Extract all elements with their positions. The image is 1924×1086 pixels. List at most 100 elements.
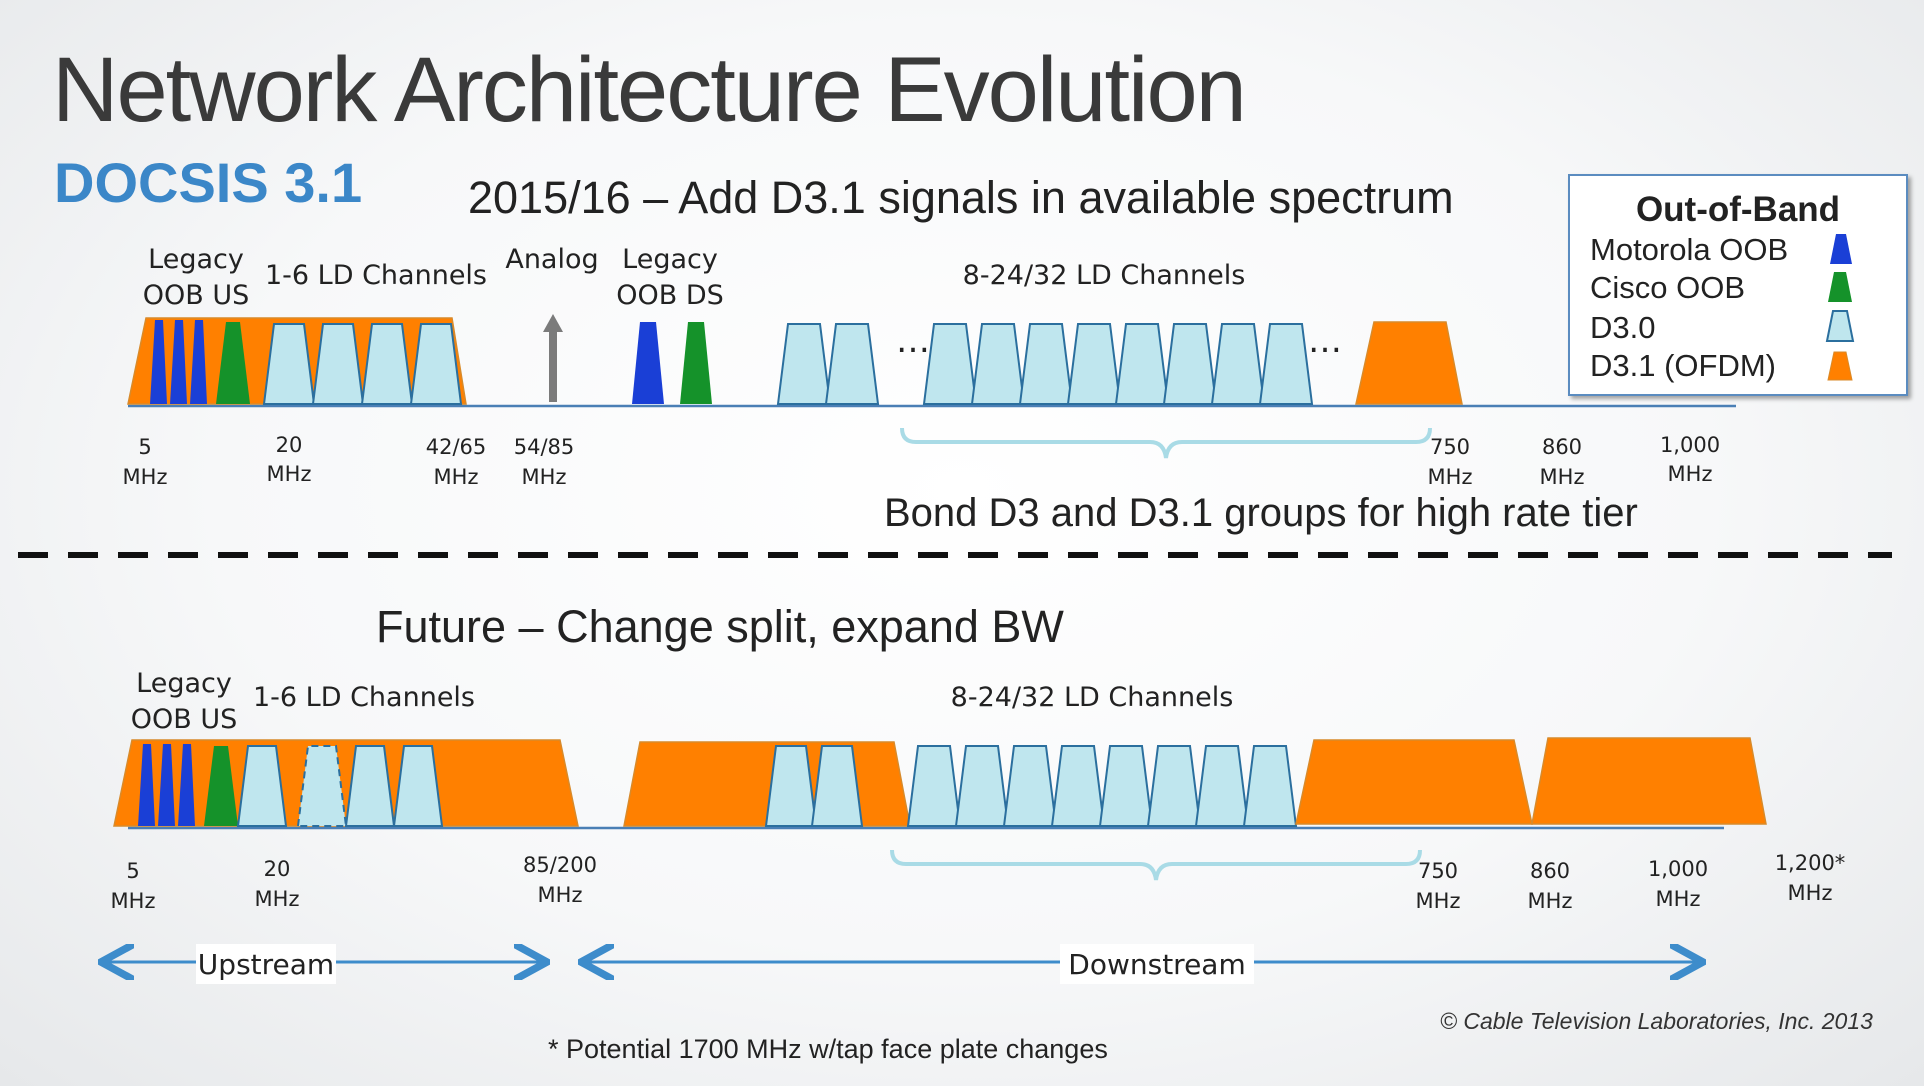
bottom-frequency-labels: 5 MHz 20 MHz 85/200 MHz 750 MHz 860 MHz …	[111, 851, 1846, 913]
bottom-freq-unit: MHz	[1656, 887, 1701, 911]
top-ds-d30-channel	[824, 323, 880, 405]
top-ds-ld-channels-label: 8-24/32 LD Channels	[963, 260, 1246, 291]
top-us-d30-channel	[409, 323, 463, 405]
top-ds-d30-channel	[1066, 323, 1122, 405]
top-freq-unit: MHz	[1668, 462, 1713, 486]
d31-ofdm-icon	[1827, 351, 1853, 381]
top-freq-label: 860	[1542, 435, 1582, 459]
bottom-motorola-oob-2	[158, 744, 175, 826]
top-ds-cisco-oob	[680, 322, 712, 404]
bottom-ds-d30-channel	[906, 745, 962, 827]
bottom-ds-ofdm-block-2	[1295, 739, 1533, 825]
top-freq-label: 42/65	[426, 435, 487, 459]
bottom-freq-unit: MHz	[1528, 889, 1573, 913]
downstream-label: Downstream	[1068, 948, 1245, 981]
legend-item-motorola-oob: Motorola OOB	[1590, 232, 1788, 268]
top-freq-unit: MHz	[1540, 465, 1585, 489]
page-title: Network Architecture Evolution	[52, 39, 1247, 141]
top-ds-d30-channel	[1114, 323, 1170, 405]
bottom-ds-d30-channel	[1194, 745, 1250, 827]
legend-item-d30: D3.0	[1590, 310, 1655, 346]
top-ds-d30-channel	[970, 323, 1026, 405]
bottom-freq-unit: MHz	[1416, 889, 1461, 913]
bottom-cisco-oob	[204, 746, 238, 826]
top-us-d30-channel	[262, 323, 316, 405]
top-motorola-oob-3	[190, 320, 207, 404]
bottom-freq-label: 1,200*	[1775, 851, 1846, 875]
top-freq-unit: MHz	[267, 462, 312, 486]
top-legacy-oob-ds-label-2: OOB DS	[616, 280, 724, 311]
top-freq-label: 750	[1430, 435, 1470, 459]
top-heading: 2015/16 – Add D3.1 signals in available …	[468, 172, 1454, 223]
bottom-freq-unit: MHz	[1788, 881, 1833, 905]
upstream-label: Upstream	[198, 948, 334, 981]
top-ds-d30-group-2	[922, 323, 1314, 405]
bottom-bond-brace	[890, 849, 1422, 881]
top-ds-d30-channel	[776, 323, 832, 405]
top-freq-label: 5	[138, 435, 151, 459]
top-ds-d30-group-1	[776, 323, 880, 405]
bottom-us-d30-channel-dashed	[296, 745, 348, 827]
bottom-freq-label: 5	[126, 859, 139, 883]
d30-icon	[1825, 310, 1855, 342]
legend-item-cisco-oob: Cisco OOB	[1590, 270, 1745, 306]
bottom-us-ld-channels-label: 1-6 LD Channels	[253, 682, 475, 713]
bottom-ds-d30-channel	[1050, 745, 1106, 827]
bottom-freq-label: 85/200	[523, 853, 597, 877]
bottom-freq-unit: MHz	[538, 883, 583, 907]
bottom-ds-d30-channel	[810, 745, 864, 827]
footnote: * Potential 1700 MHz w/tap face plate ch…	[548, 1034, 1108, 1064]
top-legacy-oob-ds-label-1: Legacy	[622, 244, 718, 275]
top-bond-brace	[900, 427, 1432, 459]
bottom-us-d30-channel	[344, 745, 396, 827]
top-cisco-oob	[216, 322, 250, 404]
top-motorola-oob-1	[150, 320, 167, 404]
top-motorola-oob-2	[170, 320, 187, 404]
top-ds-d30-channel	[1210, 323, 1266, 405]
top-ds-d30-channel	[1018, 323, 1074, 405]
top-ellipsis-2: …	[1308, 321, 1342, 361]
legend-item-d31-ofdm: D3.1 (OFDM)	[1590, 348, 1776, 384]
legend-label: Cisco OOB	[1590, 270, 1746, 305]
bottom-ds-ld-channels-label: 8-24/32 LD Channels	[951, 682, 1234, 713]
motorola-oob-icon	[1830, 234, 1852, 264]
bottom-freq-label: 860	[1530, 859, 1570, 883]
out-of-band-legend: Out-of-Band Motorola OOB Cisco OOB D3.0 …	[1568, 174, 1908, 396]
downstream-label-bg	[1060, 944, 1254, 984]
bottom-ds-d30-channel	[954, 745, 1010, 827]
legend-title: Out-of-Band	[1635, 190, 1841, 229]
top-bond-note: Bond D3 and D3.1 groups for high rate ti…	[884, 491, 1638, 535]
bottom-motorola-oob-3	[178, 744, 195, 826]
top-us-d30-channels	[262, 323, 463, 405]
bottom-ds-ofdm-block-3	[1531, 737, 1767, 825]
bottom-freq-label: 750	[1418, 859, 1458, 883]
bottom-legacy-oob-us-label-1: Legacy	[136, 668, 232, 699]
bottom-us-d30-channel	[392, 745, 444, 827]
bottom-ds-d30-channel	[1146, 745, 1202, 827]
top-ds-d30-channel	[922, 323, 978, 405]
bottom-ds-d30-channel	[1098, 745, 1154, 827]
top-frequency-labels: 5 MHz 20 MHz 42/65 MHz 54/85 MHz 750 MHz…	[123, 433, 1721, 489]
bottom-freq-label: 1,000	[1648, 857, 1708, 881]
bottom-freq-unit: MHz	[111, 889, 156, 913]
bottom-us-d30-channels	[236, 745, 444, 827]
top-freq-label: 54/85	[514, 435, 575, 459]
top-freq-label: 1,000	[1660, 433, 1720, 457]
top-freq-unit: MHz	[434, 465, 479, 489]
top-freq-unit: MHz	[123, 465, 168, 489]
top-us-d30-channel	[360, 323, 414, 405]
top-freq-label: 20	[276, 433, 303, 457]
bottom-ds-d30-channel	[764, 745, 818, 827]
top-legacy-oob-us-label-2: OOB US	[143, 280, 250, 311]
page-subtitle: DOCSIS 3.1	[54, 151, 363, 214]
top-freq-unit: MHz	[522, 465, 567, 489]
copyright-notice: © Cable Television Laboratories, Inc. 20…	[1440, 1008, 1873, 1034]
top-freq-unit: MHz	[1428, 465, 1473, 489]
bottom-motorola-oob-1	[138, 744, 155, 826]
top-ds-d30-channel	[1162, 323, 1218, 405]
top-legacy-oob-us-label-1: Legacy	[148, 244, 244, 275]
top-us-d30-channel	[311, 323, 365, 405]
bottom-ds-d30-channel	[1242, 745, 1298, 827]
bottom-heading: Future – Change split, expand BW	[376, 601, 1064, 652]
